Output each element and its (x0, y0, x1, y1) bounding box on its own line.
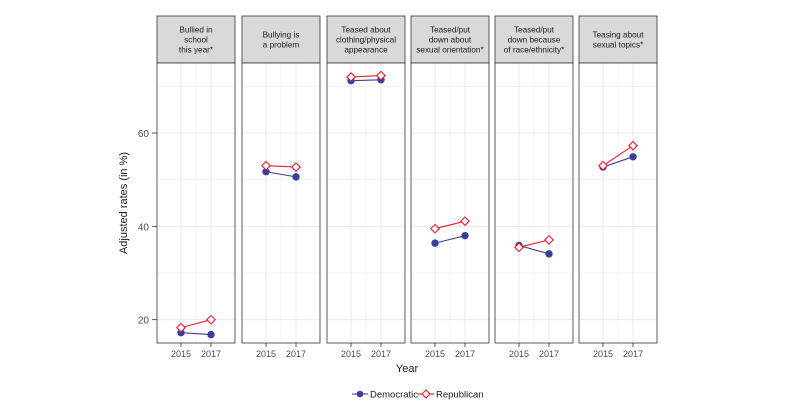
facet-title-line: of race/ethnicity* (504, 46, 565, 55)
facet-strip (156, 15, 236, 64)
x-tick-label: 2015 (509, 349, 529, 359)
y-tick-label: 40 (138, 222, 150, 233)
facet-title-line: Teased/put (514, 26, 555, 35)
x-tick-label: 2017 (371, 349, 391, 359)
point-democratic (629, 153, 637, 161)
facet-strip (410, 15, 490, 64)
facet-title-line: a problem (263, 41, 300, 50)
series-line-republican (180, 319, 212, 329)
panel-frame (494, 62, 574, 344)
series-line-republican (518, 239, 550, 248)
point-democratic (207, 330, 215, 339)
panel-frame (410, 62, 490, 344)
x-tick-label: 2015 (256, 349, 276, 359)
facet-title-line: appearance (344, 46, 388, 55)
legend-label-republican: Republican (436, 390, 484, 401)
panel-frame (578, 62, 658, 344)
x-tick-label: 2015 (425, 349, 445, 359)
x-tick-label: 2017 (201, 349, 221, 359)
point-republican (346, 72, 356, 82)
legend: Democratic Republican (352, 389, 484, 401)
facet-title-line: sexual orientation* (416, 46, 484, 55)
x-tick-label: 2015 (341, 349, 361, 359)
point-republican (376, 70, 386, 81)
panel-frame (326, 62, 406, 344)
panel-frame (241, 62, 321, 344)
x-axis-title: Year (396, 363, 419, 375)
point-republican (598, 160, 608, 171)
point-republican (544, 234, 554, 245)
facet-title-line: down about (429, 36, 472, 45)
facet-title-line: Bullied in (179, 26, 213, 35)
facet-strip (241, 15, 321, 64)
series-line-republican (434, 220, 466, 230)
facet-title-line: sexual topics* (593, 41, 644, 50)
y-tick-label: 60 (138, 129, 150, 140)
facet-title-line: this year* (179, 46, 214, 55)
panel-frame (156, 62, 236, 344)
point-republican (176, 322, 186, 333)
point-republican (261, 160, 271, 171)
point-republican (460, 216, 470, 227)
point-republican (291, 162, 301, 173)
point-democratic (461, 231, 469, 240)
series-line-republican (350, 75, 382, 78)
point-democratic (292, 173, 300, 181)
facet-title-line: school (184, 36, 208, 45)
series-line-democratic (350, 79, 382, 82)
series-line-democratic (602, 156, 634, 168)
y-axis-title: Adjusted rates (in %) (118, 152, 130, 254)
facet-panel: Bullying isa problem 2015 2017 (241, 15, 321, 359)
facet-strip (326, 15, 406, 64)
facet-title-line: clothing/physical (336, 36, 396, 45)
legend-label-democratic: Democratic (370, 390, 418, 401)
series-line-democratic (434, 235, 466, 244)
x-tick-label: 2017 (623, 349, 643, 359)
series-line-democratic (518, 244, 550, 255)
y-tick-label: 20 (138, 316, 150, 327)
facet-title-line: Bullying is (263, 31, 300, 40)
point-republican (430, 223, 440, 234)
series-line-republican (265, 165, 297, 168)
x-tick-label: 2017 (286, 349, 306, 359)
facet-title-line: Teasing about (593, 31, 645, 40)
legend-key-marker-republican (421, 389, 431, 399)
series-line-republican (602, 145, 634, 167)
facet-title-line: down because (508, 36, 561, 45)
point-democratic (431, 239, 439, 247)
facet-title-line: Teased/put (430, 26, 471, 35)
facet-title-line: Teased about (341, 26, 391, 35)
x-tick-label: 2017 (455, 349, 475, 359)
x-tick-label: 2015 (593, 349, 613, 359)
legend-key-marker-democratic (356, 390, 364, 398)
x-tick-label: 2015 (171, 349, 191, 359)
point-republican (514, 242, 524, 253)
facet-strip (578, 15, 658, 64)
point-republican (206, 314, 216, 325)
point-democratic (545, 250, 553, 258)
series-line-democratic (265, 171, 297, 178)
x-tick-label: 2017 (539, 349, 559, 359)
facet-strip (494, 15, 574, 64)
point-republican (628, 140, 638, 151)
series-line-democratic (180, 332, 212, 336)
